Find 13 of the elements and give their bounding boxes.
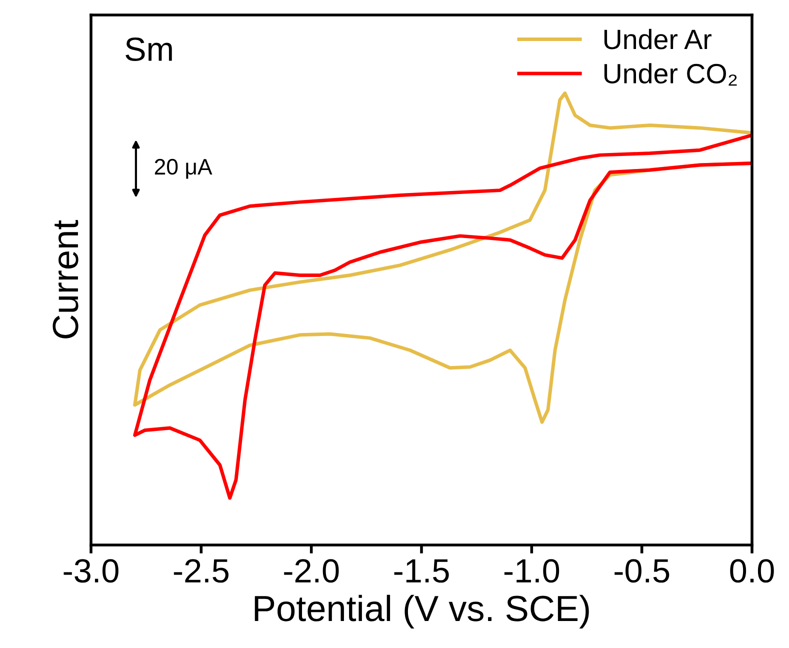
x-tick-label: -3.0 [64,559,118,583]
legend-label: Under CO₂ [604,63,737,86]
y-axis-title: Current [52,220,78,338]
x-axis-title: Potential (V vs. SCE) [254,594,589,628]
x-tick-label: -1.5 [394,559,449,583]
legend-label: Under Ar [604,28,712,50]
text: Sm [126,37,172,62]
x-tick-label: -1.0 [504,559,560,583]
x-tick-label: -2.0 [284,559,339,583]
x-tick-label: 0.0 [730,559,774,583]
x-tick-label: -0.5 [614,559,670,583]
x-tick-label: -2.5 [174,559,228,583]
annotation: 20 μA [154,158,212,179]
